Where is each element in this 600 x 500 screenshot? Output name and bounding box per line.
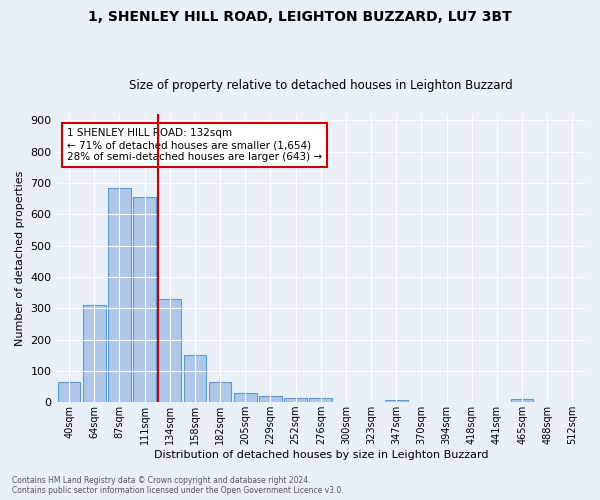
Text: Contains HM Land Registry data © Crown copyright and database right 2024.
Contai: Contains HM Land Registry data © Crown c…: [12, 476, 344, 495]
Bar: [184, 354, 206, 402]
Bar: [83, 305, 106, 402]
Bar: [58, 382, 80, 402]
X-axis label: Distribution of detached houses by size in Leighton Buzzard: Distribution of detached houses by size …: [154, 450, 488, 460]
Y-axis label: Number of detached properties: Number of detached properties: [15, 170, 25, 346]
Bar: [385, 400, 407, 402]
Bar: [133, 197, 156, 402]
Bar: [158, 299, 181, 402]
Bar: [511, 399, 533, 402]
Title: Size of property relative to detached houses in Leighton Buzzard: Size of property relative to detached ho…: [129, 79, 512, 92]
Bar: [310, 398, 332, 402]
Bar: [209, 382, 232, 402]
Text: 1 SHENLEY HILL ROAD: 132sqm
← 71% of detached houses are smaller (1,654)
28% of : 1 SHENLEY HILL ROAD: 132sqm ← 71% of det…: [67, 128, 322, 162]
Bar: [234, 393, 257, 402]
Text: 1, SHENLEY HILL ROAD, LEIGHTON BUZZARD, LU7 3BT: 1, SHENLEY HILL ROAD, LEIGHTON BUZZARD, …: [88, 10, 512, 24]
Bar: [108, 188, 131, 402]
Bar: [284, 398, 307, 402]
Bar: [259, 396, 282, 402]
